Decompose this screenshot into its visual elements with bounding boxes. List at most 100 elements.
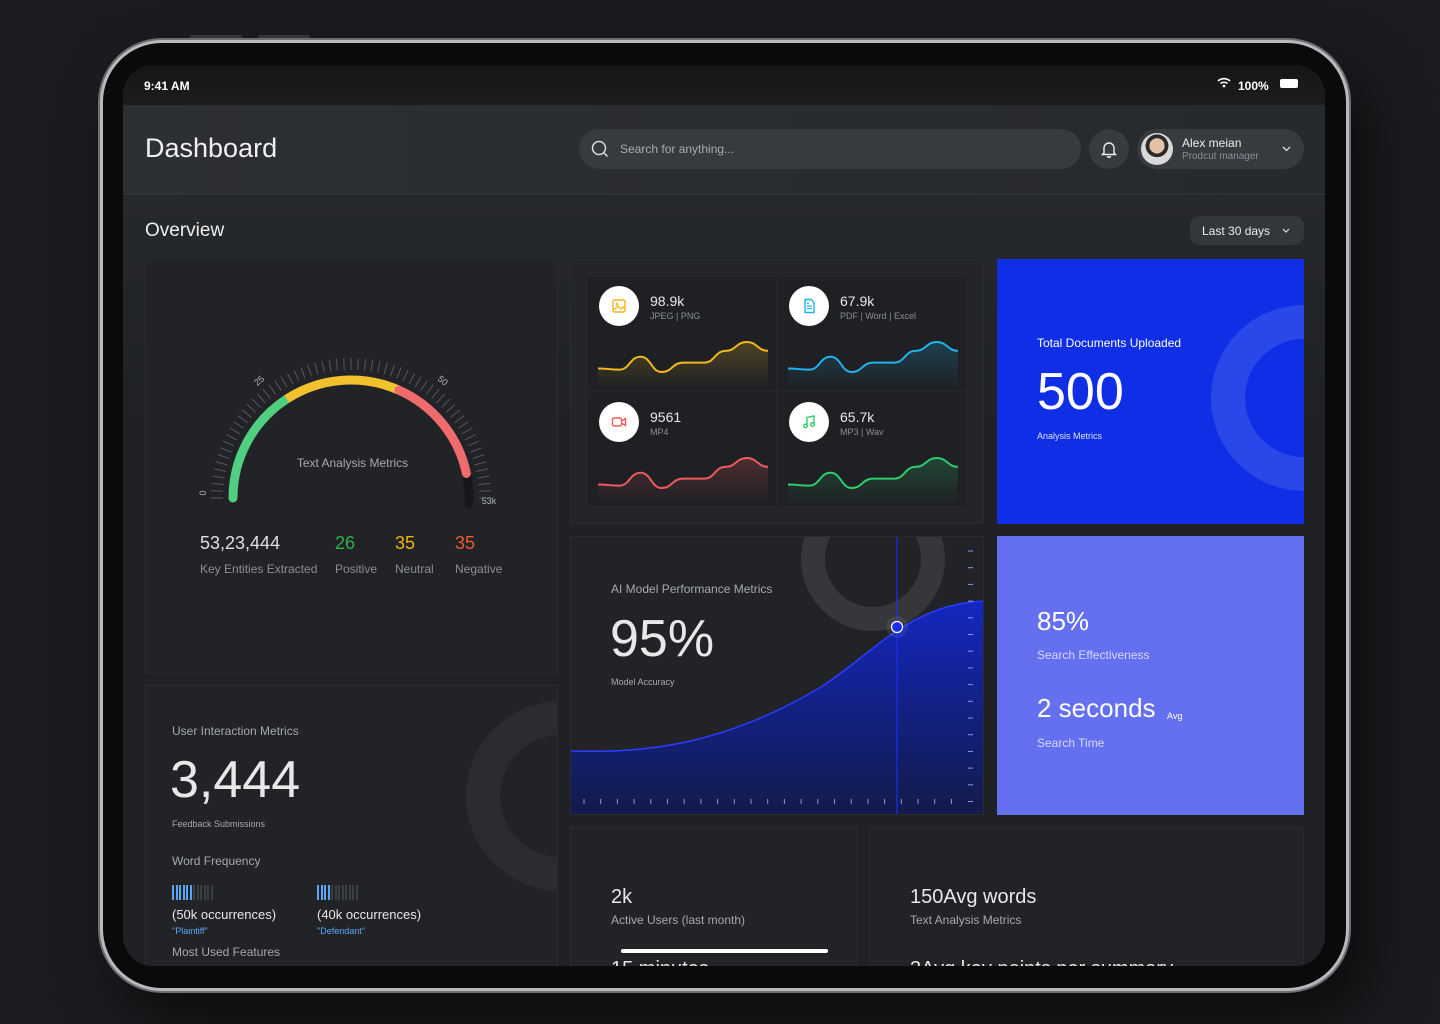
frequency-bar-segment bbox=[172, 885, 174, 900]
gauge-tick bbox=[246, 403, 257, 413]
frequency-bar-segment bbox=[175, 885, 178, 900]
frequency-bar-segment bbox=[210, 885, 213, 900]
date-range-select[interactable]: Last 30 days bbox=[1190, 216, 1304, 245]
gauge-tick bbox=[220, 447, 232, 453]
user-interaction-title: User Interaction Metrics bbox=[172, 724, 299, 738]
feedback-label: Feedback Submissions bbox=[172, 819, 266, 829]
text-analysis-card: 0 25 50 53k Text Analysis Metrics 53,23,444… bbox=[145, 259, 558, 674]
frequency-bar-segment bbox=[200, 885, 202, 900]
file-type-tile[interactable]: 98.9k JPEG | PNG bbox=[588, 277, 776, 390]
gauge-tick bbox=[300, 367, 306, 379]
frequency-bar-segment bbox=[182, 885, 185, 900]
search-time-value: 2 seconds bbox=[1037, 693, 1156, 723]
decorative-ring bbox=[466, 701, 557, 891]
file-type-tile[interactable]: 65.7k MP3 | Wav bbox=[778, 393, 966, 506]
chevron-down-icon bbox=[1282, 228, 1290, 233]
gauge-tick bbox=[414, 376, 422, 388]
file-count: 98.9k bbox=[650, 293, 685, 309]
accuracy-value: 95% bbox=[610, 610, 715, 668]
sparkline-area bbox=[598, 342, 768, 390]
sparkline-area bbox=[788, 342, 958, 390]
gauge-segment bbox=[394, 385, 471, 478]
gauge-track bbox=[461, 468, 474, 509]
gauge-tick bbox=[476, 468, 489, 472]
gauge-tick bbox=[402, 369, 409, 382]
sparkline-line bbox=[597, 340, 769, 374]
word-label: "Defendant" bbox=[317, 926, 365, 936]
gauge-scale-label: 53k bbox=[482, 496, 497, 506]
avg-words-label: Text Analysis Metrics bbox=[910, 913, 1022, 927]
user-menu[interactable]: Alex meian Prodcut manager bbox=[1137, 129, 1304, 169]
stat-value: 35 bbox=[455, 533, 476, 553]
gauge-tick bbox=[478, 482, 491, 486]
ai-model-title: AI Model Performance Metrics bbox=[611, 582, 773, 596]
file-type-tile[interactable]: 9561 MP4 bbox=[588, 393, 776, 506]
gauge-chart: 0 25 50 53k bbox=[198, 358, 497, 509]
search-icon bbox=[591, 140, 609, 158]
sparkline-line bbox=[787, 456, 959, 490]
frequency-bar-segment bbox=[341, 885, 344, 900]
gauge-scale-label: 25 bbox=[252, 374, 266, 388]
gauge-tick bbox=[445, 403, 456, 413]
word-count: (40k occurrences) bbox=[317, 907, 422, 922]
date-range-value: Last 30 days bbox=[1202, 224, 1271, 238]
accuracy-line bbox=[571, 600, 983, 753]
word-frequency-title: Word Frequency bbox=[172, 854, 261, 868]
frequency-bar-segment bbox=[189, 885, 192, 900]
frequency-bar-segment bbox=[355, 885, 358, 900]
avatar bbox=[1141, 133, 1173, 165]
gauge-tick bbox=[268, 384, 277, 395]
gauge-tick bbox=[211, 490, 224, 492]
search-time-label: Search Time bbox=[1037, 736, 1105, 750]
overview-title: Overview bbox=[145, 220, 225, 241]
active-users-card: 2k Active Users (last month) 15 minutes bbox=[570, 827, 858, 966]
screen: 9:41 AM 100% Dashboard Search for anythi… bbox=[123, 65, 1325, 966]
gauge-tick bbox=[478, 490, 491, 492]
key-points-value: 3Avg key points per summary bbox=[910, 958, 1173, 966]
notifications-button[interactable] bbox=[1089, 129, 1129, 169]
stat-label: Key Entities Extracted bbox=[200, 562, 318, 576]
frequency-bar-segment bbox=[317, 885, 319, 900]
user-interaction-card: User Interaction Metrics 3,444 Feedback … bbox=[145, 685, 558, 966]
user-name: Alex meian bbox=[1182, 136, 1242, 150]
search-time-unit: Avg bbox=[1167, 711, 1183, 721]
frequency-bar-segment bbox=[352, 885, 354, 900]
file-formats: MP4 bbox=[650, 427, 669, 437]
gauge-tick bbox=[314, 362, 319, 375]
frequency-bar-segment bbox=[203, 885, 206, 900]
file-type-icon-circle bbox=[789, 402, 829, 442]
gauge-tick bbox=[286, 373, 294, 385]
gauge-tick bbox=[467, 440, 480, 447]
file-type-tile[interactable]: 67.9k PDF | Word | Excel bbox=[778, 277, 966, 390]
gauge-tick bbox=[464, 433, 476, 441]
music-icon bbox=[803, 415, 815, 429]
gauge-tick bbox=[377, 360, 381, 373]
sparkline bbox=[597, 340, 769, 390]
gauge-tick bbox=[256, 393, 266, 404]
frequency-bar-segment bbox=[345, 885, 347, 900]
frequency-bar bbox=[172, 885, 214, 905]
gauge-tick bbox=[293, 369, 300, 382]
stat-label: Negative bbox=[455, 562, 503, 576]
search-effectiveness-value: 85% bbox=[1037, 606, 1090, 636]
stat-label: Positive bbox=[335, 562, 378, 576]
gauge-tick bbox=[307, 364, 312, 377]
gauge-tick bbox=[217, 454, 230, 459]
search-input[interactable]: Search for anything... bbox=[579, 129, 1081, 169]
sparkline bbox=[787, 456, 959, 506]
gauge-tick bbox=[470, 447, 482, 453]
avg-words-value: 150Avg words bbox=[910, 886, 1037, 908]
gauge-tick bbox=[383, 362, 388, 375]
file-formats: JPEG | PNG bbox=[650, 311, 701, 321]
gauge-tick bbox=[420, 380, 428, 391]
chevron-down-icon bbox=[1282, 146, 1291, 152]
search-placeholder: Search for anything... bbox=[620, 142, 735, 156]
gauge-tick bbox=[408, 373, 416, 385]
frequency-bar-segment bbox=[186, 885, 188, 900]
file-count: 65.7k bbox=[840, 409, 875, 425]
gauge-tick bbox=[274, 380, 282, 391]
gauge-tick bbox=[450, 409, 461, 418]
page-title: Dashboard bbox=[145, 133, 278, 163]
current-point[interactable] bbox=[890, 620, 904, 634]
word-count: (50k occurrences) bbox=[172, 907, 277, 922]
